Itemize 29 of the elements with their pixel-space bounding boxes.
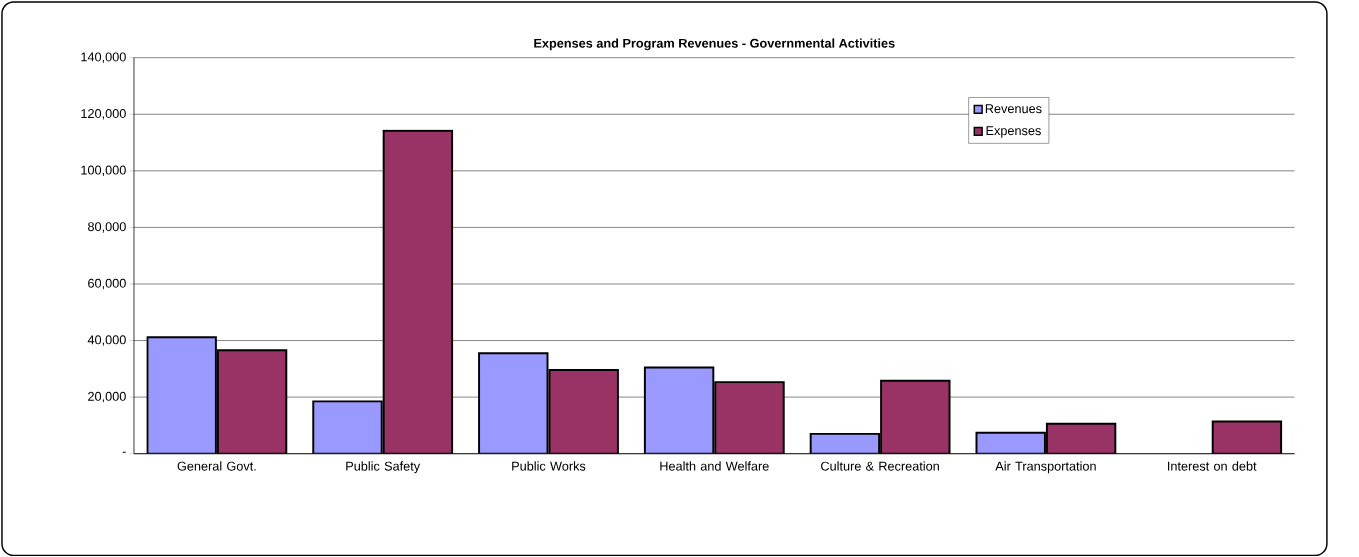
- y-tick-label: -: [122, 451, 126, 453]
- x-tick-label: Air Transportation: [995, 461, 1096, 473]
- legend-label: Expenses: [986, 126, 1041, 138]
- bar: [714, 380, 785, 454]
- y-tick-label: 120,000: [81, 108, 126, 120]
- chart-title: Expenses and Program Revenues - Governmental Activities: [534, 38, 895, 51]
- x-tick-label: Culture & Recreation: [821, 461, 939, 471]
- x-tick-label: Health and Welfare: [660, 461, 769, 471]
- x-tick-label: General Govt.: [177, 461, 256, 471]
- bar: [216, 349, 288, 454]
- y-tick-label: 60,000: [88, 278, 126, 290]
- y-tick-label: 140,000: [81, 52, 126, 63]
- y-tick-label: 20,000: [88, 391, 126, 403]
- y-tick-label: 80,000: [88, 221, 126, 233]
- bar: [382, 129, 454, 454]
- bar: [312, 400, 383, 454]
- x-tick-label: Interest on debt: [1168, 461, 1257, 471]
- y-tick-label: 100,000: [81, 165, 126, 176]
- bar: [880, 379, 951, 454]
- bar: [643, 366, 715, 454]
- bar: [478, 352, 549, 454]
- bar: [1211, 420, 1283, 454]
- bar: [146, 336, 217, 454]
- x-tick-label: Public Works: [512, 461, 586, 471]
- bar: [1045, 422, 1117, 454]
- y-tick-label: 40,000: [87, 335, 126, 346]
- bar: [548, 368, 619, 454]
- x-tick-label: Public Safety: [346, 461, 421, 473]
- legend-label: Revenues: [985, 104, 1042, 114]
